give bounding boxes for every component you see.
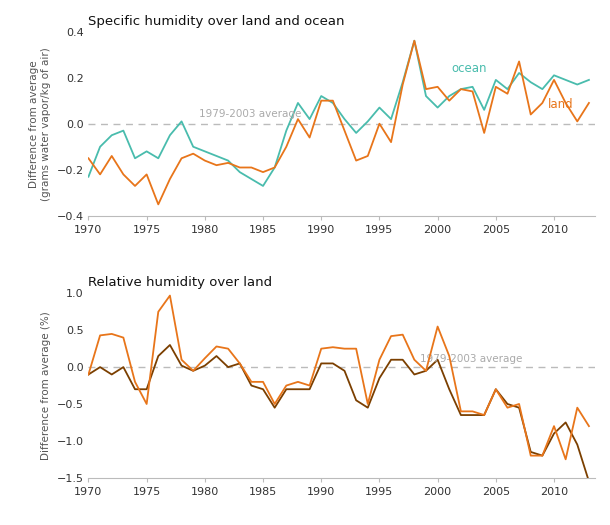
Y-axis label: Difference from average
(grams water vapor/kg of air): Difference from average (grams water vap… — [29, 47, 51, 201]
Text: land: land — [548, 98, 574, 111]
Text: Relative humidity over land: Relative humidity over land — [88, 276, 273, 289]
Y-axis label: Difference from average (%): Difference from average (%) — [41, 311, 51, 460]
Text: ocean: ocean — [451, 62, 487, 75]
Text: 1979-2003 average: 1979-2003 average — [199, 109, 301, 119]
Text: Specific humidity over land and ocean: Specific humidity over land and ocean — [88, 15, 345, 27]
Text: 1979-2003 average: 1979-2003 average — [420, 354, 523, 364]
